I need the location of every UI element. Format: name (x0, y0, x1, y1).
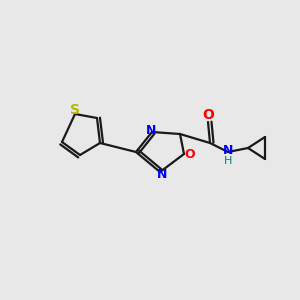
Text: H: H (224, 156, 232, 166)
Text: N: N (157, 167, 167, 181)
Text: N: N (146, 124, 156, 137)
Text: S: S (70, 103, 80, 117)
Text: O: O (202, 108, 214, 122)
Text: N: N (223, 145, 233, 158)
Text: O: O (185, 148, 195, 161)
